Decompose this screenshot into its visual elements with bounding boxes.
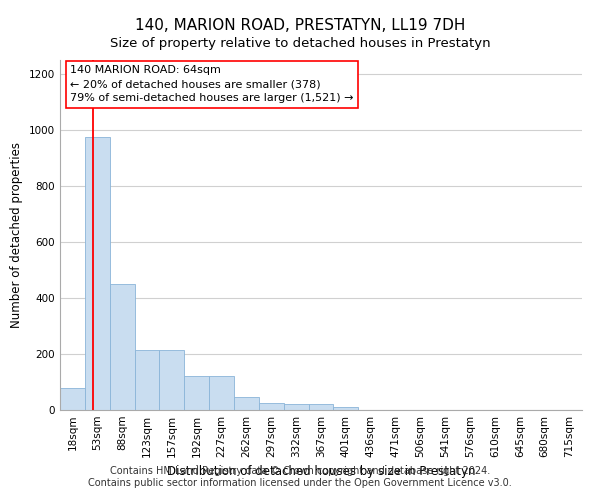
Y-axis label: Number of detached properties: Number of detached properties <box>10 142 23 328</box>
Text: 140 MARION ROAD: 64sqm
← 20% of detached houses are smaller (378)
79% of semi-de: 140 MARION ROAD: 64sqm ← 20% of detached… <box>70 66 354 104</box>
Bar <box>110 284 134 410</box>
Bar <box>334 407 358 410</box>
X-axis label: Distribution of detached houses by size in Prestatyn: Distribution of detached houses by size … <box>167 466 475 478</box>
Text: 140, MARION ROAD, PRESTATYN, LL19 7DH: 140, MARION ROAD, PRESTATYN, LL19 7DH <box>135 18 465 32</box>
Bar <box>284 404 308 410</box>
Bar <box>85 137 110 410</box>
Bar <box>184 376 209 410</box>
Bar <box>234 398 259 410</box>
Text: Contains HM Land Registry data © Crown copyright and database right 2024.
Contai: Contains HM Land Registry data © Crown c… <box>88 466 512 487</box>
Bar <box>259 403 284 410</box>
Bar <box>209 376 234 410</box>
Bar <box>134 350 160 410</box>
Text: Size of property relative to detached houses in Prestatyn: Size of property relative to detached ho… <box>110 38 490 51</box>
Bar <box>60 388 85 410</box>
Bar <box>160 350 184 410</box>
Bar <box>308 404 334 410</box>
